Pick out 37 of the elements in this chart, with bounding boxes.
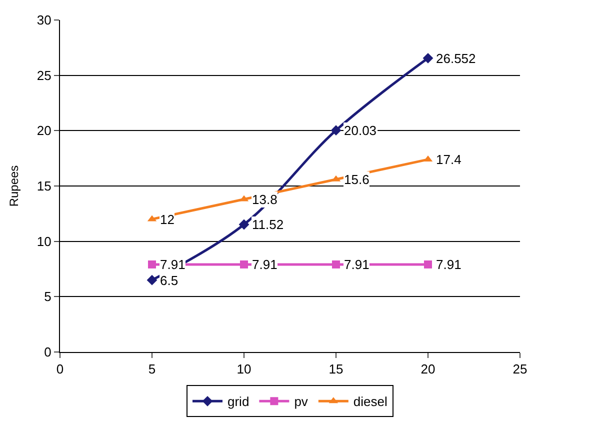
legend-label: grid (228, 394, 250, 410)
data-label: 26.552 (436, 51, 476, 66)
data-label: 7.91 (436, 257, 462, 272)
point (330, 125, 342, 136)
x-tick-label: 15 (328, 362, 344, 377)
legend-label: diesel (353, 394, 388, 410)
x-tick-label: 5 (148, 362, 156, 377)
x-tick-label: 0 (56, 362, 64, 377)
point (422, 52, 434, 64)
point (240, 260, 248, 268)
y-tick-label: 10 (36, 234, 52, 249)
point (148, 260, 156, 268)
point (424, 260, 432, 268)
x-tick-label: 20 (420, 362, 436, 377)
data-label: 7.91 (160, 257, 186, 272)
data-label: 7.91 (252, 257, 278, 272)
y-tick-label: 0 (44, 344, 52, 360)
legend-label: pv (294, 394, 308, 410)
data-label: 6.5 (160, 273, 178, 288)
data-label: 13.8 (252, 192, 278, 207)
data-label: 15.6 (344, 172, 370, 187)
x-tick-label: 25 (512, 362, 528, 377)
point (146, 274, 158, 286)
data-label: 11.52 (252, 217, 284, 232)
data-label: 12 (160, 212, 174, 227)
data-label: 7.91 (344, 257, 370, 272)
x-tick-label: 10 (236, 362, 252, 377)
point (238, 219, 250, 230)
y-axis-title: Rupees (7, 165, 22, 207)
y-tick-label: 20 (36, 123, 52, 138)
y-tick-label: 30 (36, 12, 52, 28)
point (332, 260, 340, 268)
y-tick-label: 5 (44, 289, 52, 304)
y-tick-label: 15 (36, 178, 52, 194)
y-tick-label: 25 (36, 68, 52, 83)
data-label: 17.4 (436, 152, 462, 167)
data-label: 20.03 (344, 123, 377, 138)
